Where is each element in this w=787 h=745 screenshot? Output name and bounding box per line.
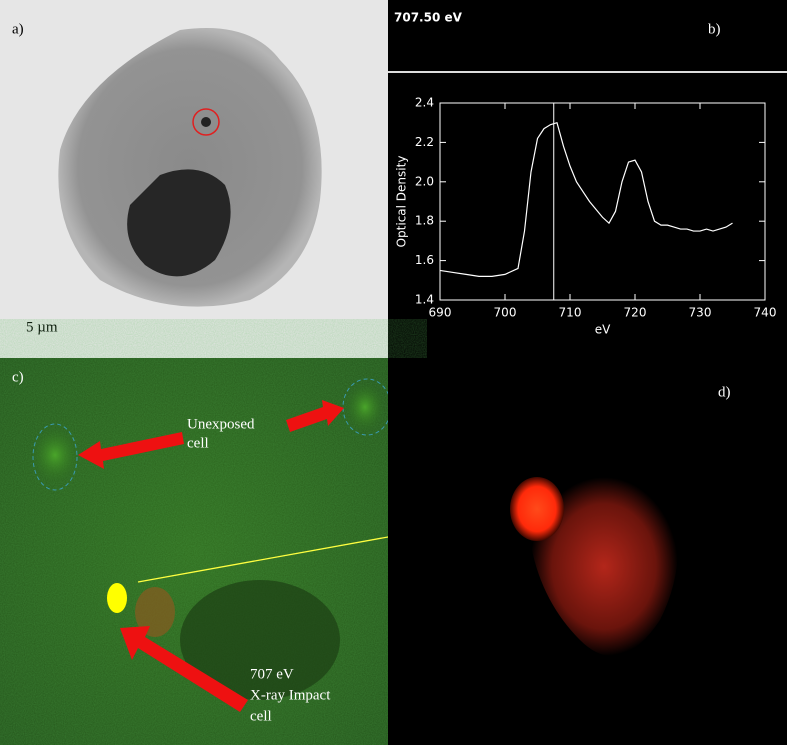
plot: 1.4 1.6 1.8 2.0 2.2 2.4 690 700 710 720 730 740 eV Op… [395, 96, 777, 337]
cell-outline [32, 423, 78, 491]
y-tick-label: 1.8 [415, 214, 434, 228]
annotation: cell [187, 435, 209, 451]
scale-label: 5 µm [26, 319, 58, 335]
y-tick-label: 2.0 [415, 174, 434, 188]
annotation: X-ray Impact [250, 687, 331, 703]
annotation: cell [250, 708, 272, 724]
panel-label: d) [718, 384, 731, 400]
y-tick-label: 2.2 [415, 135, 434, 149]
y-axis-label: Optical Density [395, 156, 409, 248]
energy-readout: 707.50 eV [394, 11, 463, 25]
annotation: 707 eV [250, 666, 294, 682]
annotation: Unexposed [187, 416, 255, 432]
impact-cell [510, 477, 564, 541]
x-axis-label: eV [595, 323, 611, 337]
impact-cell [107, 583, 127, 613]
x-tick-label: 740 [754, 306, 777, 320]
arrow [78, 432, 184, 469]
cell-body [58, 28, 322, 307]
panel-b-bg [388, 0, 787, 358]
cell [530, 477, 678, 656]
cell [345, 382, 385, 432]
x-tick-label: 730 [689, 306, 712, 320]
highlight-circle [192, 108, 220, 136]
nucleus [127, 169, 231, 277]
panel-label: b) [708, 21, 721, 37]
y-tick-label: 1.4 [415, 293, 434, 307]
cell [30, 425, 80, 485]
y-tick-label: 1.6 [415, 253, 434, 267]
panel-label: c) [12, 369, 24, 385]
cell [135, 587, 175, 637]
x-tick-label: 710 [559, 306, 582, 320]
x-tick-label: 690 [429, 306, 452, 320]
panel-label: a) [12, 21, 24, 37]
x-tick-label: 700 [494, 306, 517, 320]
spectrum-line [439, 121, 733, 277]
y-tick-label: 2.4 [415, 96, 434, 110]
particle [201, 117, 211, 127]
arrow [120, 626, 248, 712]
plot-frame [439, 102, 766, 301]
x-tick-label: 720 [624, 306, 647, 320]
arrow [286, 400, 344, 432]
dark-region [180, 580, 340, 700]
